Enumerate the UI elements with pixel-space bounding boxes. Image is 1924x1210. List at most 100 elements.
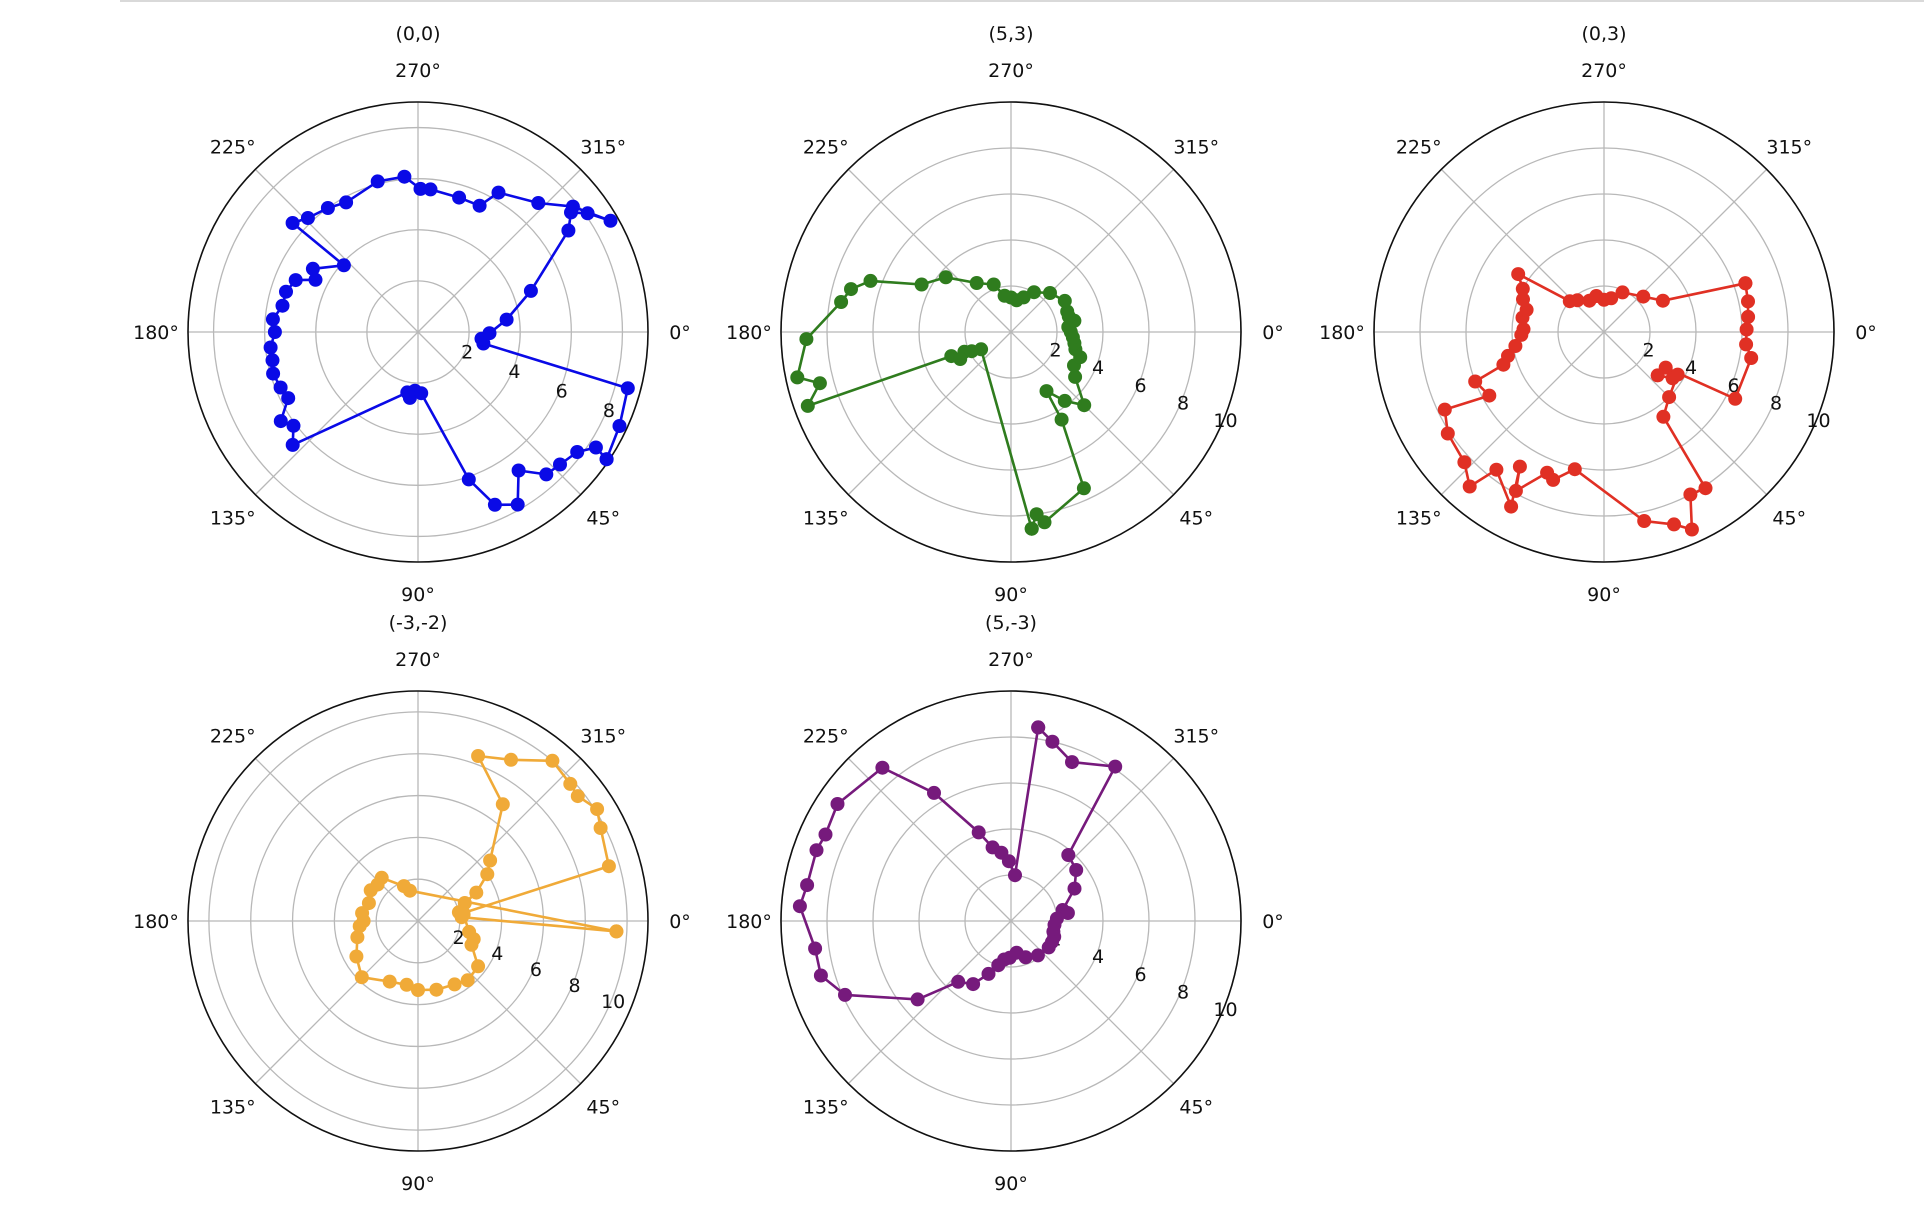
grid-spoke — [847, 168, 1012, 333]
data-point — [553, 457, 567, 472]
polar-frame — [187, 690, 649, 1152]
data-point — [808, 941, 823, 956]
theta-tick-label: 135° — [210, 507, 256, 529]
polar-frame — [780, 101, 1242, 563]
theta-tick-label: 315° — [1173, 137, 1219, 159]
data-point — [1741, 294, 1755, 309]
data-point — [1501, 348, 1515, 363]
theta-tick-label: 225° — [803, 137, 849, 159]
data-point — [1519, 302, 1534, 317]
r-tick-label: 8 — [568, 975, 580, 997]
data-point — [910, 992, 925, 1007]
r-tick-label: 6 — [556, 381, 568, 403]
data-point — [285, 216, 300, 230]
data-point — [349, 949, 364, 964]
data-point — [863, 273, 878, 288]
data-point — [1027, 285, 1041, 300]
grid-spoke — [847, 920, 1012, 1085]
data-point — [275, 298, 290, 313]
data-point — [288, 273, 303, 288]
theta-tick-label: 180° — [133, 322, 179, 344]
grid-spoke — [417, 920, 582, 1085]
polar-frame — [187, 101, 649, 563]
data-point — [267, 325, 282, 339]
theta-tick-label: 0° — [669, 911, 691, 933]
chart-title: (0,0) — [395, 23, 440, 45]
r-tick-label: 4 — [491, 943, 503, 965]
data-point — [875, 760, 890, 775]
data-point — [1468, 374, 1483, 389]
data-point — [563, 776, 578, 791]
data-point — [495, 797, 510, 812]
data-point — [971, 825, 986, 840]
data-point — [1024, 521, 1039, 536]
r-tick-label: 6 — [530, 959, 542, 981]
theta-tick-label: 225° — [210, 726, 256, 748]
grid-spoke — [1010, 331, 1175, 496]
data-point — [452, 190, 467, 205]
r-tick-label: 6 — [1727, 375, 1739, 397]
theta-tick-label: 315° — [580, 726, 626, 748]
data-point — [1060, 906, 1075, 920]
data-point — [499, 312, 514, 327]
data-point — [1065, 755, 1079, 770]
polar-chart-3: 0° 45° 90° 135° 180° 225° 270° 315° 2 4 6 8 10 (0,3) — [1319, 23, 1877, 606]
data-point — [1515, 281, 1530, 296]
data-point — [350, 930, 365, 945]
data-point — [447, 977, 462, 992]
data-point — [1077, 398, 1092, 413]
r-tick-label: 2 — [461, 342, 473, 364]
theta-tick-label: 90° — [401, 1173, 435, 1195]
data-point — [1670, 367, 1685, 382]
data-point — [1667, 517, 1681, 532]
grid-spoke — [1603, 168, 1768, 333]
data-point — [464, 937, 479, 952]
theta-tick-label: 270° — [988, 60, 1034, 82]
data-point — [370, 174, 385, 189]
data-point — [265, 353, 280, 368]
data-point — [482, 326, 497, 341]
data-point — [590, 802, 605, 817]
r-tick-label: 4 — [508, 361, 520, 383]
data-point — [1060, 304, 1075, 319]
data-point — [1615, 285, 1630, 300]
data-point — [300, 211, 315, 225]
data-point — [1684, 522, 1699, 537]
data-point — [263, 340, 278, 355]
r-tick-label: 2 — [1049, 340, 1061, 362]
theta-tick-label: 315° — [580, 137, 626, 159]
data-point — [402, 883, 417, 898]
data-point — [511, 463, 526, 478]
grid-spoke — [1010, 757, 1175, 922]
theta-tick-label: 135° — [803, 507, 849, 529]
r-tick-label: 2 — [1642, 340, 1654, 362]
data-point — [800, 878, 815, 893]
data-point — [308, 272, 323, 287]
data-point — [834, 295, 849, 309]
data-point — [460, 973, 475, 988]
data-point — [399, 977, 414, 992]
data-point — [570, 445, 585, 459]
data-point — [986, 277, 1001, 292]
data-point — [531, 196, 546, 210]
data-point — [953, 352, 968, 366]
data-point — [483, 853, 498, 868]
data-point — [1655, 293, 1670, 308]
theta-tick-label: 225° — [1396, 137, 1442, 159]
data-point — [966, 977, 981, 992]
data-point — [487, 497, 502, 512]
polar-chart-2: 0° 45° 90° 135° 180° 225° 270° 315° 2 4 6 8 10 (5,3) — [726, 23, 1284, 606]
data-point — [799, 332, 814, 347]
data-point — [1482, 388, 1497, 403]
data-point — [818, 827, 833, 842]
data-point — [612, 419, 627, 433]
r-tick-label: 10 — [1213, 410, 1237, 432]
data-point — [1636, 289, 1651, 304]
theta-tick-label: 180° — [726, 322, 772, 344]
data-point — [844, 282, 858, 297]
data-point — [273, 414, 288, 429]
theta-tick-label: 270° — [1581, 60, 1627, 82]
data-point — [1650, 368, 1665, 383]
data-point — [1739, 322, 1754, 337]
